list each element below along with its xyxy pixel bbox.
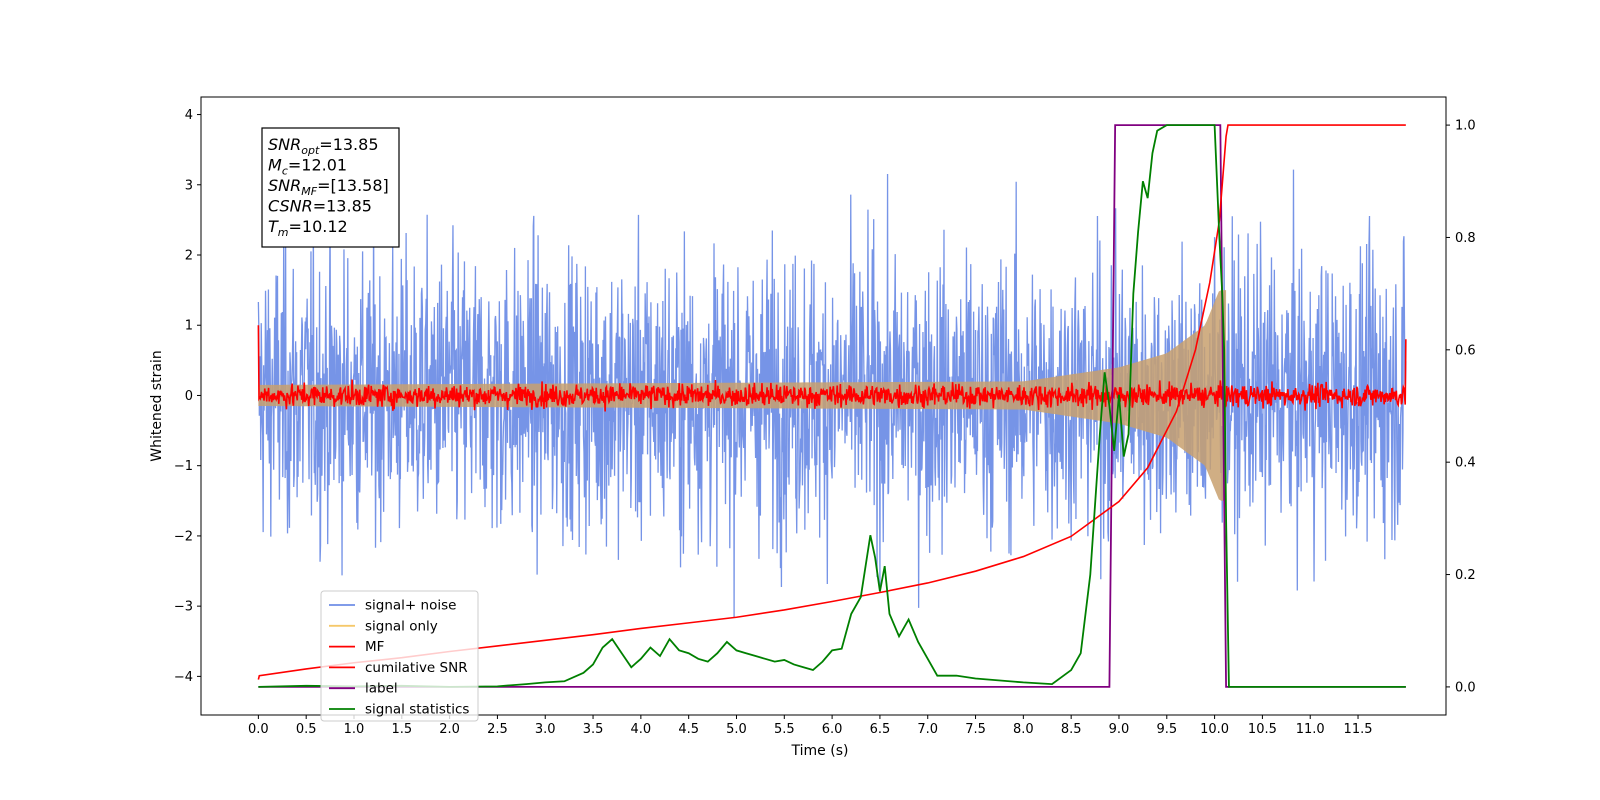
y-left-tick-label: −4 <box>174 670 193 685</box>
x-axis: 0.0 0.5 1.0 1.5 2.0 2.5 3.0 3.5 4.0 4.5 5.0 5.5 6.0 6… <box>248 715 1373 737</box>
y-right-tick-label: 0.0 <box>1455 680 1476 695</box>
annotation-symbol: SNR <box>268 135 301 154</box>
annotation-subscript: m <box>278 226 289 239</box>
y-right-tick-label: 0.8 <box>1455 231 1476 246</box>
x-tick-label: 8.0 <box>1013 722 1034 737</box>
annotation-line: CSNR=13.85 <box>268 197 372 216</box>
x-tick-label: 0.5 <box>296 722 317 737</box>
x-tick-label: 7.5 <box>965 722 986 737</box>
y-axis-right: 1.0 0.8 0.6 0.4 0.2 0.0 <box>1446 119 1476 695</box>
legend-label: label <box>365 681 398 697</box>
annotation-symbol: M <box>268 156 282 175</box>
x-tick-label: 9.5 <box>1156 722 1177 737</box>
y-right-tick-label: 0.4 <box>1455 456 1476 471</box>
annotation-value: =13.85 <box>313 197 372 216</box>
annotation-value: =[13.58] <box>317 176 389 195</box>
annotation-value: =12.01 <box>288 156 347 175</box>
x-tick-label: 9.0 <box>1109 722 1130 737</box>
x-tick-label: 0.0 <box>248 722 269 737</box>
annotation-line: Mc=12.01 <box>268 156 347 178</box>
y-axis-label: Whitened strain <box>149 350 165 461</box>
x-tick-label: 3.0 <box>535 722 556 737</box>
annotation-symbol: T <box>268 217 279 236</box>
x-tick-label: 10.5 <box>1248 722 1277 737</box>
x-tick-label: 2.0 <box>439 722 460 737</box>
legend-frame <box>320 590 479 722</box>
legend-label: cumilative SNR <box>365 660 468 676</box>
legend-label: signal+ noise <box>365 598 456 614</box>
annotation-frame <box>261 127 400 248</box>
y-left-tick-label: −2 <box>174 529 193 544</box>
y-left-tick-label: 2 <box>185 249 193 264</box>
x-tick-label: 11.5 <box>1344 722 1373 737</box>
x-tick-label: 5.0 <box>726 722 747 737</box>
x-tick-label: 6.5 <box>870 722 891 737</box>
y-left-tick-label: 1 <box>185 319 193 334</box>
x-tick-label: 4.5 <box>678 722 699 737</box>
annotation-value: =10.12 <box>289 217 348 236</box>
y-left-tick-label: 3 <box>185 178 193 193</box>
x-tick-label: 7.0 <box>917 722 938 737</box>
x-tick-label: 10.0 <box>1200 722 1229 737</box>
legend: signal+ noise signal only MF cumilative SNR… <box>320 590 479 722</box>
x-tick-label: 1.5 <box>391 722 412 737</box>
legend-label: signal only <box>365 618 438 634</box>
annotation-symbol: SNR <box>268 176 301 195</box>
y-left-tick-label: −3 <box>174 600 193 615</box>
x-tick-label: 3.5 <box>583 722 604 737</box>
y-right-tick-label: 0.6 <box>1455 343 1476 358</box>
annotation-symbol: CSNR <box>268 197 313 216</box>
annotation-line: Tm=10.12 <box>268 217 348 239</box>
series-mf <box>257 325 1407 412</box>
y-right-tick-label: 1.0 <box>1455 119 1476 134</box>
annotation-line: SNRMF=[13.58] <box>268 176 389 198</box>
annotation-subscript: c <box>282 165 288 178</box>
annotation-subscript: MF <box>301 185 317 198</box>
legend-label: signal statistics <box>365 702 469 718</box>
annotation-box: SNRopt=13.85Mc=12.01SNRMF=[13.58]CSNR=13… <box>261 127 400 248</box>
x-tick-label: 8.5 <box>1061 722 1082 737</box>
y-left-tick-label: 0 <box>185 389 193 404</box>
x-axis-label: Time (s) <box>791 743 849 759</box>
x-tick-label: 1.0 <box>344 722 365 737</box>
y-left-tick-label: −1 <box>174 459 193 474</box>
y-axis-left: 4 3 2 1 0 −1 −2 −3 −4 <box>174 108 201 685</box>
annotation-line: SNRopt=13.85 <box>268 135 379 157</box>
legend-label: MF <box>365 639 384 655</box>
x-tick-label: 4.0 <box>631 722 652 737</box>
x-tick-label: 6.0 <box>822 722 843 737</box>
y-left-tick-label: 4 <box>185 108 193 123</box>
x-tick-label: 2.5 <box>487 722 508 737</box>
series-signal-plus-noise <box>257 169 1407 618</box>
annotation-subscript: opt <box>301 144 320 157</box>
x-tick-label: 5.5 <box>774 722 795 737</box>
series-signal-statistics <box>258 124 1406 688</box>
y-right-tick-label: 0.2 <box>1455 568 1476 583</box>
annotation-value: =13.85 <box>319 135 378 154</box>
plot-frame <box>200 96 1447 716</box>
x-tick-label: 11.0 <box>1296 722 1325 737</box>
